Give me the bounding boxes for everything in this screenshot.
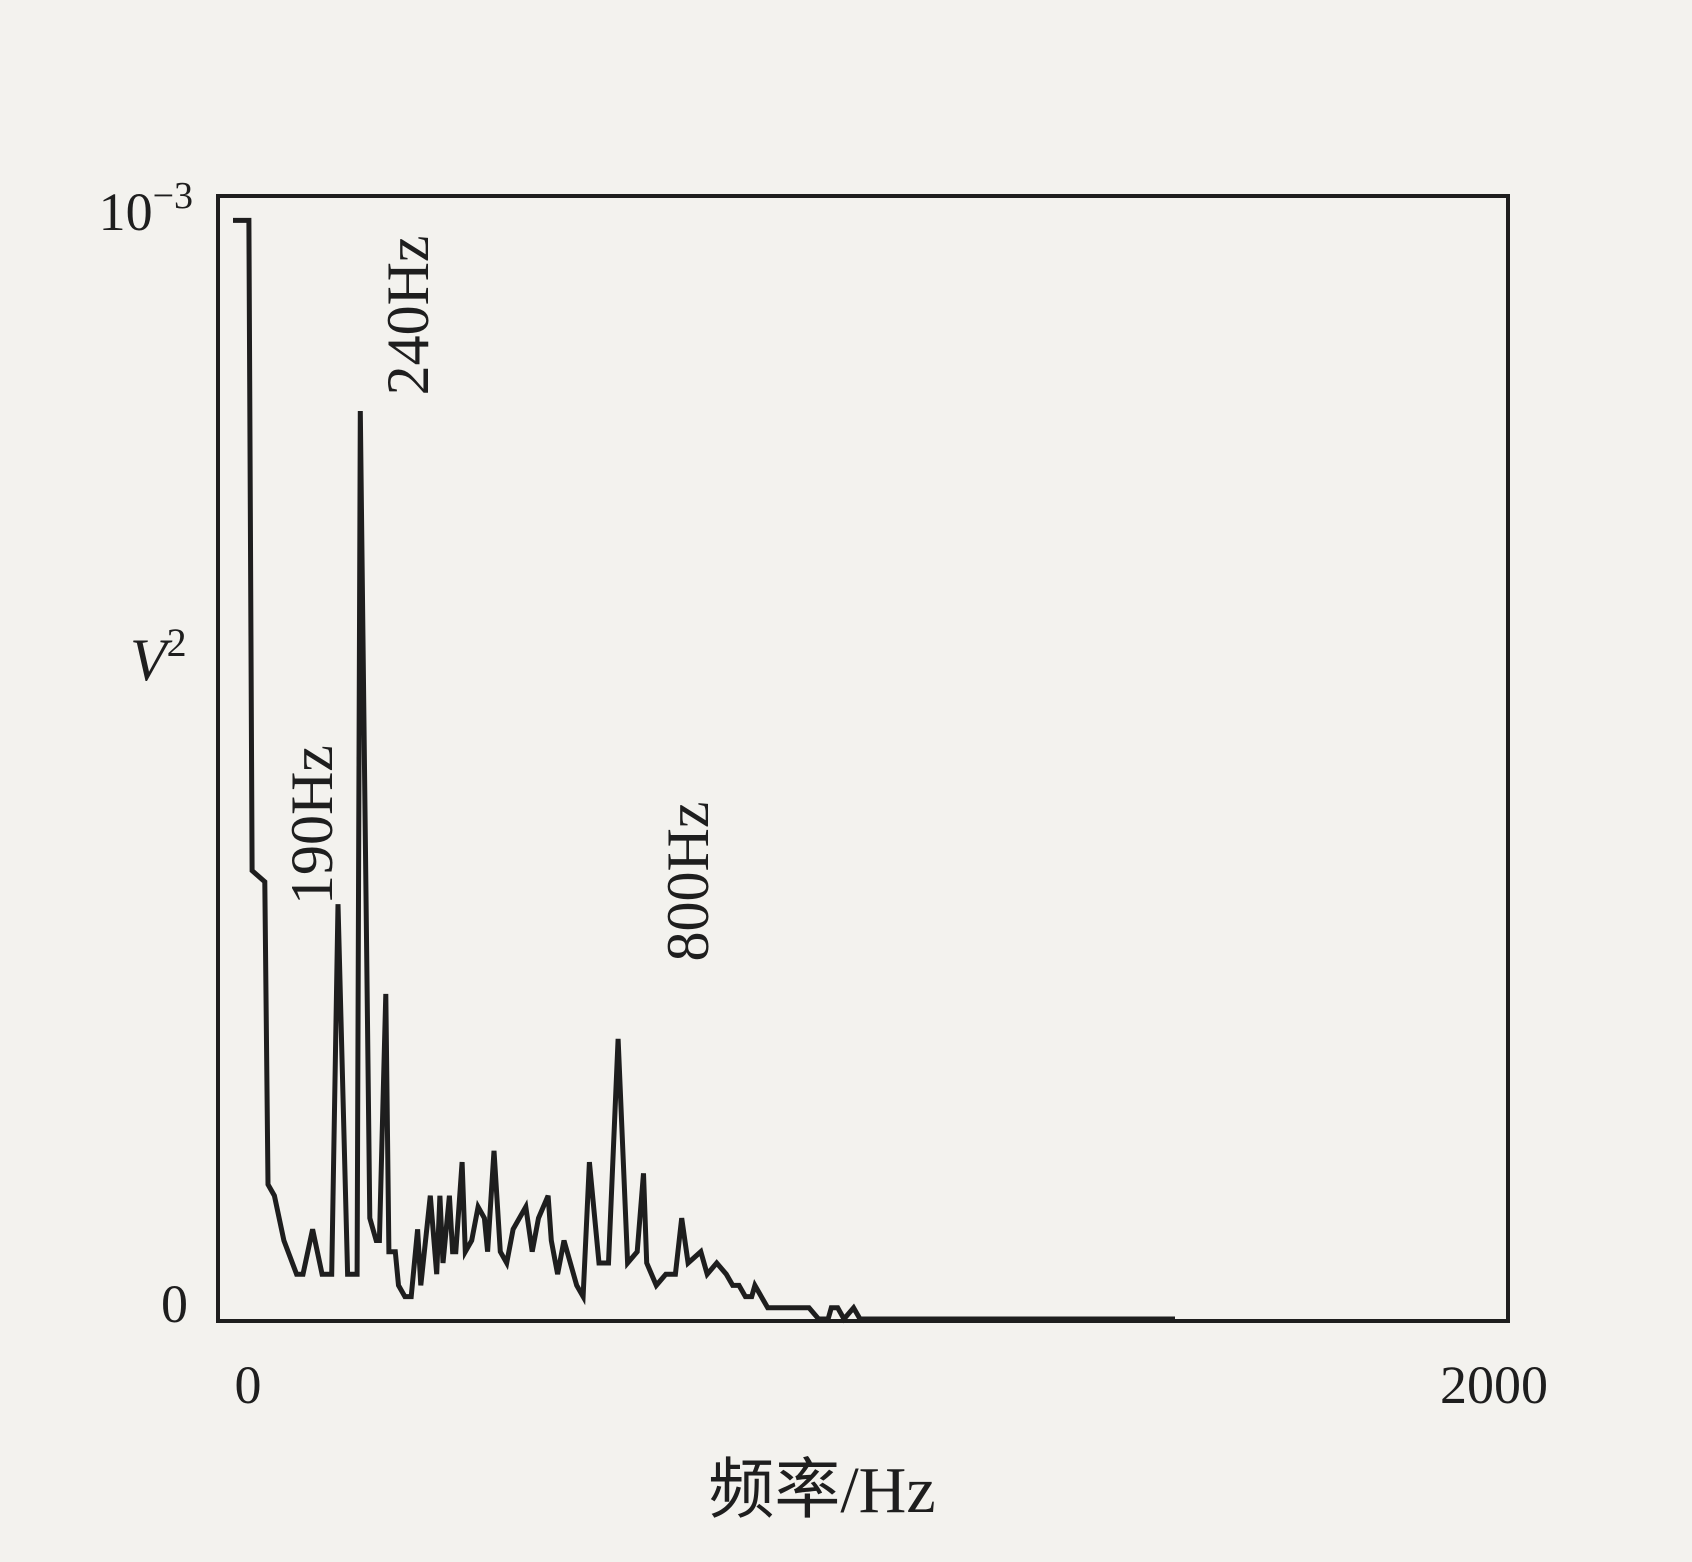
y-axis-label: V2 <box>130 620 187 693</box>
y-tick-top: 10−3 <box>99 175 193 242</box>
series-layer <box>233 217 1175 1324</box>
y-axis-label-exp: 2 <box>167 620 187 665</box>
x-axis-label: 频率/Hz <box>708 1454 935 1527</box>
x-tick-0: 0 <box>235 1355 262 1415</box>
peak-label-190hz: 190Hz <box>279 745 345 905</box>
y-axis-label-base: V <box>130 627 173 693</box>
spectrum-line-0 <box>233 217 1175 1324</box>
y-tick-bottom: 0 <box>161 1274 188 1334</box>
x-tick-2000: 2000 <box>1440 1355 1548 1415</box>
peak-label-800hz: 800Hz <box>655 802 721 962</box>
peak-label-240hz: 240Hz <box>375 235 441 395</box>
y-tick-top-base: 10 <box>99 182 153 242</box>
annotation-layer: 190Hz 240Hz 800Hz <box>279 235 721 961</box>
y-tick-top-exp: −3 <box>153 175 193 217</box>
